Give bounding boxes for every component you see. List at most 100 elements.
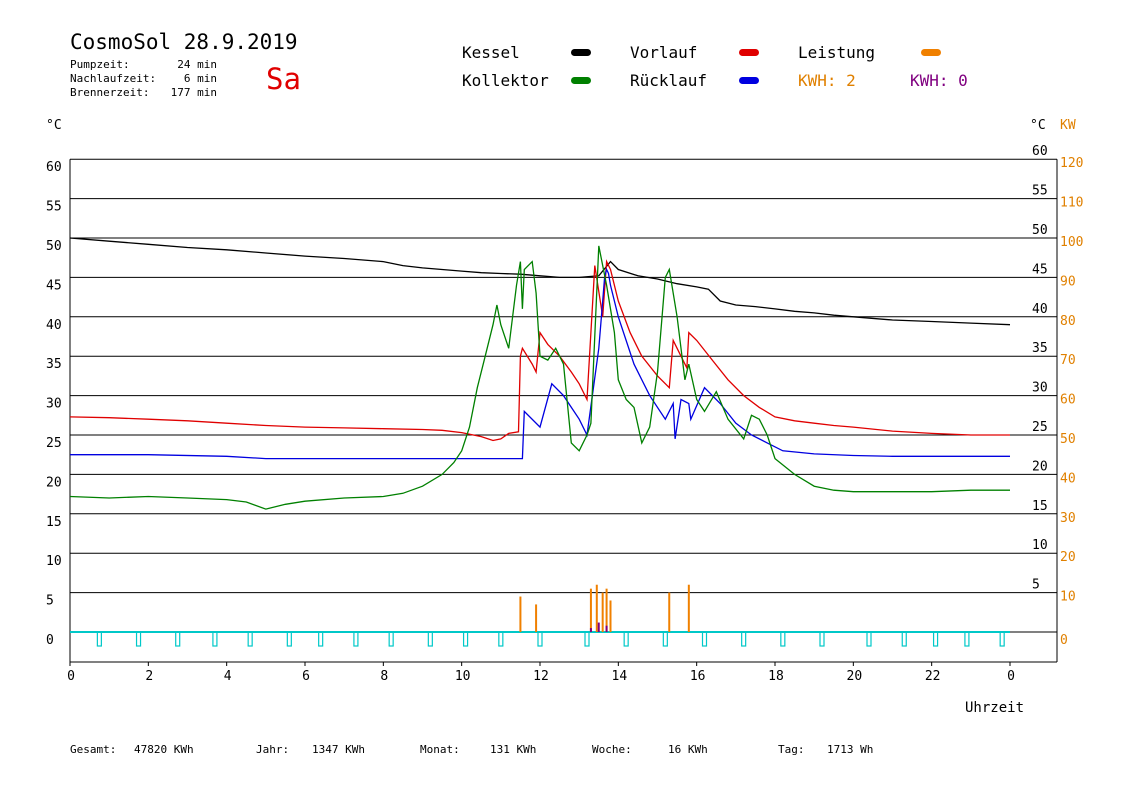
status-marker xyxy=(212,631,218,647)
status-marker xyxy=(247,631,253,647)
kw-tick: 70 xyxy=(1060,353,1076,368)
y-left-tick: 35 xyxy=(46,357,62,372)
kw-tick: 20 xyxy=(1060,550,1076,565)
legend-kessel-label: Kessel xyxy=(462,43,520,62)
x-tick: 10 xyxy=(455,669,471,684)
x-tick: 8 xyxy=(380,669,388,684)
status-marker xyxy=(780,631,786,647)
status-marker xyxy=(964,631,970,647)
status-marker xyxy=(623,631,629,647)
x-tick: 20 xyxy=(847,669,863,684)
footer-woche-label: Woche: xyxy=(592,743,632,756)
y-left-tick: 0 xyxy=(46,633,54,648)
y-left-tick: 55 xyxy=(46,200,62,215)
status-marker xyxy=(866,631,872,647)
stat-pump-value: 24 min xyxy=(177,58,217,71)
y-left-tick: 20 xyxy=(46,475,62,490)
kw-tick: 80 xyxy=(1060,314,1076,329)
y-right-tick: 20 xyxy=(1032,459,1048,474)
y-left-tick: 60 xyxy=(46,160,62,175)
x-tick: 6 xyxy=(302,669,310,684)
legend-ruecklauf-swatch xyxy=(739,77,759,84)
kw-tick: 90 xyxy=(1060,274,1076,289)
kw-unit: KW xyxy=(1060,118,1076,133)
status-marker xyxy=(584,631,590,647)
y-right-tick: 30 xyxy=(1032,381,1048,396)
series-vorlauf xyxy=(69,259,1010,442)
status-marker xyxy=(388,631,394,647)
series-r-cklauf xyxy=(70,267,1010,460)
status-marker xyxy=(462,631,469,647)
y-left-tick: 45 xyxy=(46,278,62,293)
legend-kollektor-label: Kollektor xyxy=(462,71,549,90)
kw-tick: 10 xyxy=(1060,590,1076,605)
kw-tick: 50 xyxy=(1060,432,1076,447)
kw-tick: 110 xyxy=(1060,196,1083,211)
stat-pump-label: Pumpzeit: xyxy=(70,58,130,71)
legend-leistung-label: Leistung xyxy=(798,43,876,62)
footer-tag-label: Tag: xyxy=(778,743,805,756)
chart-title: CosmoSol 28.9.2019 xyxy=(70,30,298,54)
kw-tick: 120 xyxy=(1060,156,1083,171)
footer-tag-value: 1713 Wh xyxy=(827,743,874,756)
footer-gesamt-value: 47820 KWh xyxy=(134,743,194,756)
x-tick: 4 xyxy=(224,669,232,684)
legend-leistung-swatch xyxy=(921,49,941,56)
y-right-tick: 5 xyxy=(1032,578,1040,593)
footer-monat-label: Monat: xyxy=(420,743,460,756)
x-tick: 18 xyxy=(768,669,784,684)
footer-monat-value: 131 KWh xyxy=(490,743,537,756)
stat-brenner-label: Brennerzeit: xyxy=(70,86,150,99)
status-marker xyxy=(741,631,747,647)
footer-gesamt-label: Gesamt: xyxy=(70,743,117,756)
stat-nachlauf-value: 6 min xyxy=(183,72,217,85)
status-marker xyxy=(427,631,433,647)
legend-vorlauf-label: Vorlauf xyxy=(630,43,698,62)
footer-jahr-label: Jahr: xyxy=(256,743,290,756)
status-marker xyxy=(932,631,939,647)
y-left-tick: 25 xyxy=(46,436,62,451)
footer-woche-value: 16 KWh xyxy=(668,743,708,756)
x-tick: 16 xyxy=(690,669,706,684)
status-marker xyxy=(537,631,543,647)
status-marker xyxy=(286,631,292,647)
kw-tick: 60 xyxy=(1060,393,1076,408)
y-right-tick: 40 xyxy=(1032,302,1048,317)
y-left-tick: 5 xyxy=(46,594,54,609)
y-right-unit: °C xyxy=(1030,118,1046,133)
status-marker xyxy=(662,631,668,647)
status-marker xyxy=(901,631,907,647)
y-right-tick: 10 xyxy=(1032,538,1048,553)
y-left-tick: 10 xyxy=(46,554,62,569)
footer-jahr-value: 1347 KWh xyxy=(312,743,365,756)
x-tick: 22 xyxy=(925,669,941,684)
x-tick: 12 xyxy=(533,669,549,684)
y-right-tick: 50 xyxy=(1032,223,1048,238)
status-marker xyxy=(318,631,324,647)
kw-tick: 40 xyxy=(1060,471,1076,486)
weekday-label: Sa xyxy=(266,62,301,96)
x-axis-label: Uhrzeit xyxy=(965,700,1025,716)
y-left-tick: 30 xyxy=(46,397,62,412)
legend-kollektor-swatch xyxy=(571,77,591,84)
status-marker xyxy=(498,631,504,647)
y-left-tick: 50 xyxy=(46,239,62,254)
y-left-tick: 40 xyxy=(46,318,62,333)
legend-kwh-orange: KWH: 2 xyxy=(798,71,856,90)
stat-brenner-value: 177 min xyxy=(170,86,217,99)
status-marker xyxy=(701,631,708,647)
y-right-tick: 35 xyxy=(1032,341,1048,356)
y-right-tick: 15 xyxy=(1032,499,1048,514)
kw-tick: 0 xyxy=(1060,633,1068,648)
series-kollektor xyxy=(69,245,1010,510)
series-kessel xyxy=(69,237,1011,326)
status-marker xyxy=(96,631,102,647)
status-marker xyxy=(353,631,359,647)
legend-vorlauf-swatch xyxy=(739,49,759,56)
stat-nachlauf-label: Nachlaufzeit: xyxy=(70,72,157,85)
y-left-unit: °C xyxy=(46,118,62,133)
x-tick: 2 xyxy=(145,669,153,684)
y-right-tick: 45 xyxy=(1032,262,1048,277)
y-right-tick: 25 xyxy=(1032,420,1048,435)
